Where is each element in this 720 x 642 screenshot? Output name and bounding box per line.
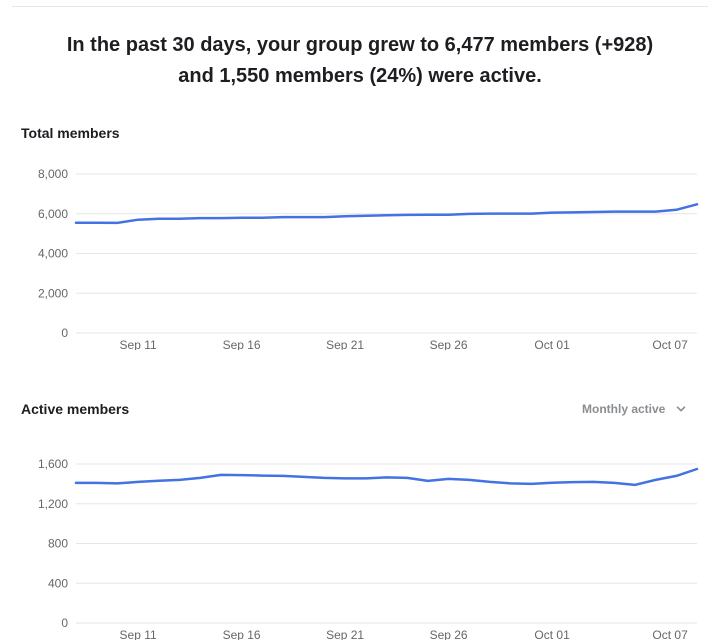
y-tick-label: 6,000	[38, 207, 68, 221]
active-type-selected: Monthly active	[582, 402, 666, 416]
x-tick-label: Sep 26	[430, 628, 468, 640]
chevron-down-icon	[675, 403, 687, 415]
active-members-chart: 0 400 800 1,200 1,600 Sep 11 Sep 16 Sep 21 Sep 2…	[38, 457, 699, 640]
x-tick-label: Oct 07	[652, 338, 688, 350]
active-type-dropdown[interactable]: Monthly active	[582, 399, 687, 419]
x-tick-label: Sep 26	[430, 338, 468, 350]
x-tick-label: Sep 21	[326, 338, 364, 350]
active-members-line	[74, 467, 699, 487]
total-members-title: Total members	[21, 125, 120, 141]
y-tick-label: 400	[48, 576, 68, 590]
y-tick-label: 0	[61, 616, 68, 630]
x-tick-label: Oct 01	[534, 628, 570, 640]
y-tick-label: 1,200	[38, 497, 68, 511]
x-tick-label: Sep 11	[120, 338, 157, 350]
x-tick-label: Oct 07	[652, 628, 688, 640]
x-tick-label: Sep 16	[223, 628, 261, 640]
x-tick-label: Sep 21	[326, 628, 364, 640]
active-members-title: Active members	[21, 401, 130, 417]
y-tick-label: 800	[48, 537, 68, 551]
top-divider	[12, 6, 708, 7]
y-tick-label: 4,000	[38, 247, 68, 261]
total-members-chart: 0 2,000 4,000 6,000 8,000 Sep 11 Sep 16 Sep 21 S…	[38, 167, 699, 350]
growth-summary: In the past 30 days, your group grew to …	[0, 30, 720, 92]
x-tick-label: Oct 01	[534, 338, 570, 350]
summary-line-1: In the past 30 days, your group grew to …	[66, 34, 654, 56]
summary-line-2: and 1,550 members (24%) were active.	[178, 65, 542, 87]
y-tick-label: 0	[61, 326, 68, 340]
y-tick-label: 8,000	[38, 167, 68, 181]
x-tick-label: Sep 16	[223, 338, 261, 350]
y-tick-label: 1,600	[38, 457, 68, 471]
total-members-line	[74, 203, 699, 225]
y-tick-label: 2,000	[38, 286, 68, 300]
x-tick-label: Sep 11	[120, 628, 157, 640]
